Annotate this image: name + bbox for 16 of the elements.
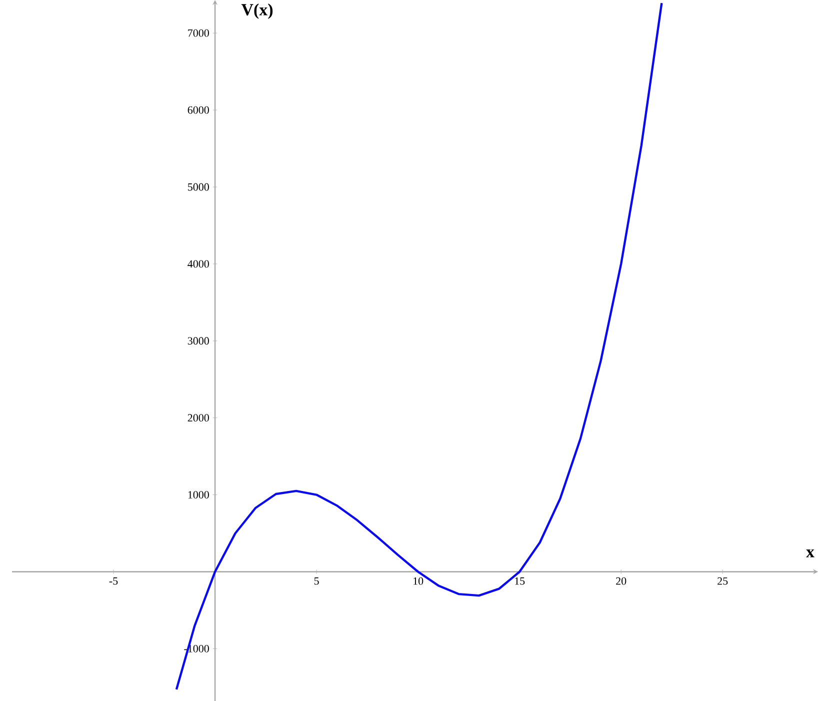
x-tick-label: 15 [515,577,525,585]
x-tick-label: 25 [718,577,728,585]
x-tick-label: 5 [314,577,319,585]
x-tick-label: 10 [414,577,424,585]
line-series [175,2,663,691]
y-axis-title: V(x) [241,4,273,19]
x-tick-label: 20 [616,577,626,585]
y-tick-label: 1000 [188,491,209,498]
y-tick-label: 2000 [188,414,209,422]
x-tick-label: -5 [109,577,118,585]
y-tick-label: 7000 [188,29,209,37]
y-tick-label: 6000 [188,106,209,114]
y-tick-label: 4000 [188,260,209,268]
y-tick-label: 5000 [188,183,209,191]
y-tick-label: 3000 [188,337,209,345]
x-axis-title: x [806,549,814,558]
